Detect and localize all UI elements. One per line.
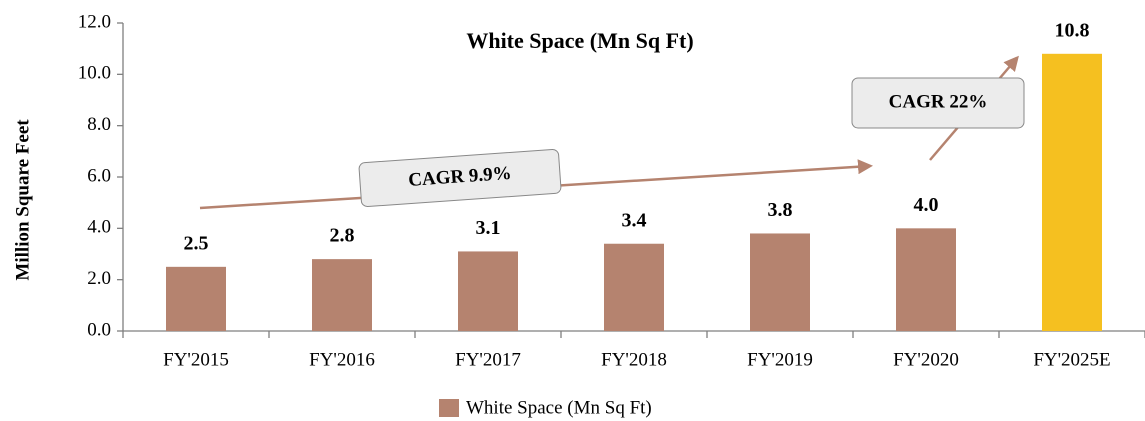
bar xyxy=(604,243,664,331)
legend-swatch xyxy=(439,399,459,417)
x-tick-label: FY'2020 xyxy=(893,349,959,370)
chart-title: White Space (Mn Sq Ft) xyxy=(466,28,693,53)
x-tick-label: FY'2017 xyxy=(455,349,521,370)
bar xyxy=(458,251,518,331)
bar xyxy=(312,259,372,331)
y-tick-label: 12.0 xyxy=(78,11,111,32)
y-tick-label: 2.0 xyxy=(87,268,111,289)
data-label: 3.1 xyxy=(476,217,501,239)
legend-label: White Space (Mn Sq Ft) xyxy=(466,397,652,418)
x-tick-label: FY'2015 xyxy=(163,349,229,370)
x-tick-label: FY'2019 xyxy=(747,349,813,370)
bar xyxy=(166,266,226,331)
bar xyxy=(1042,53,1102,332)
data-label: 2.5 xyxy=(184,232,209,254)
data-label: 3.8 xyxy=(768,199,793,221)
data-label: 10.8 xyxy=(1055,19,1090,41)
x-tick-label: FY'2025E xyxy=(1033,349,1110,370)
x-tick-label: FY'2018 xyxy=(601,349,667,370)
y-axis-label: Million Square Feet xyxy=(12,119,33,281)
y-tick-label: 0.0 xyxy=(87,319,111,340)
y-tick-label: 6.0 xyxy=(87,165,111,186)
annotation: CAGR 22% xyxy=(889,91,988,112)
data-label: 3.4 xyxy=(622,209,647,231)
x-tick-label: FY'2016 xyxy=(309,349,375,370)
bar xyxy=(750,233,810,331)
y-tick-label: 4.0 xyxy=(87,217,111,238)
bar xyxy=(896,228,956,331)
y-tick-label: 8.0 xyxy=(87,114,111,135)
callout: CAGR 22% xyxy=(851,77,1025,129)
data-label: 2.8 xyxy=(330,225,355,247)
callout: CAGR 9.9% xyxy=(358,148,562,208)
y-tick-label: 10.0 xyxy=(78,63,111,84)
data-label: 4.0 xyxy=(914,194,939,216)
